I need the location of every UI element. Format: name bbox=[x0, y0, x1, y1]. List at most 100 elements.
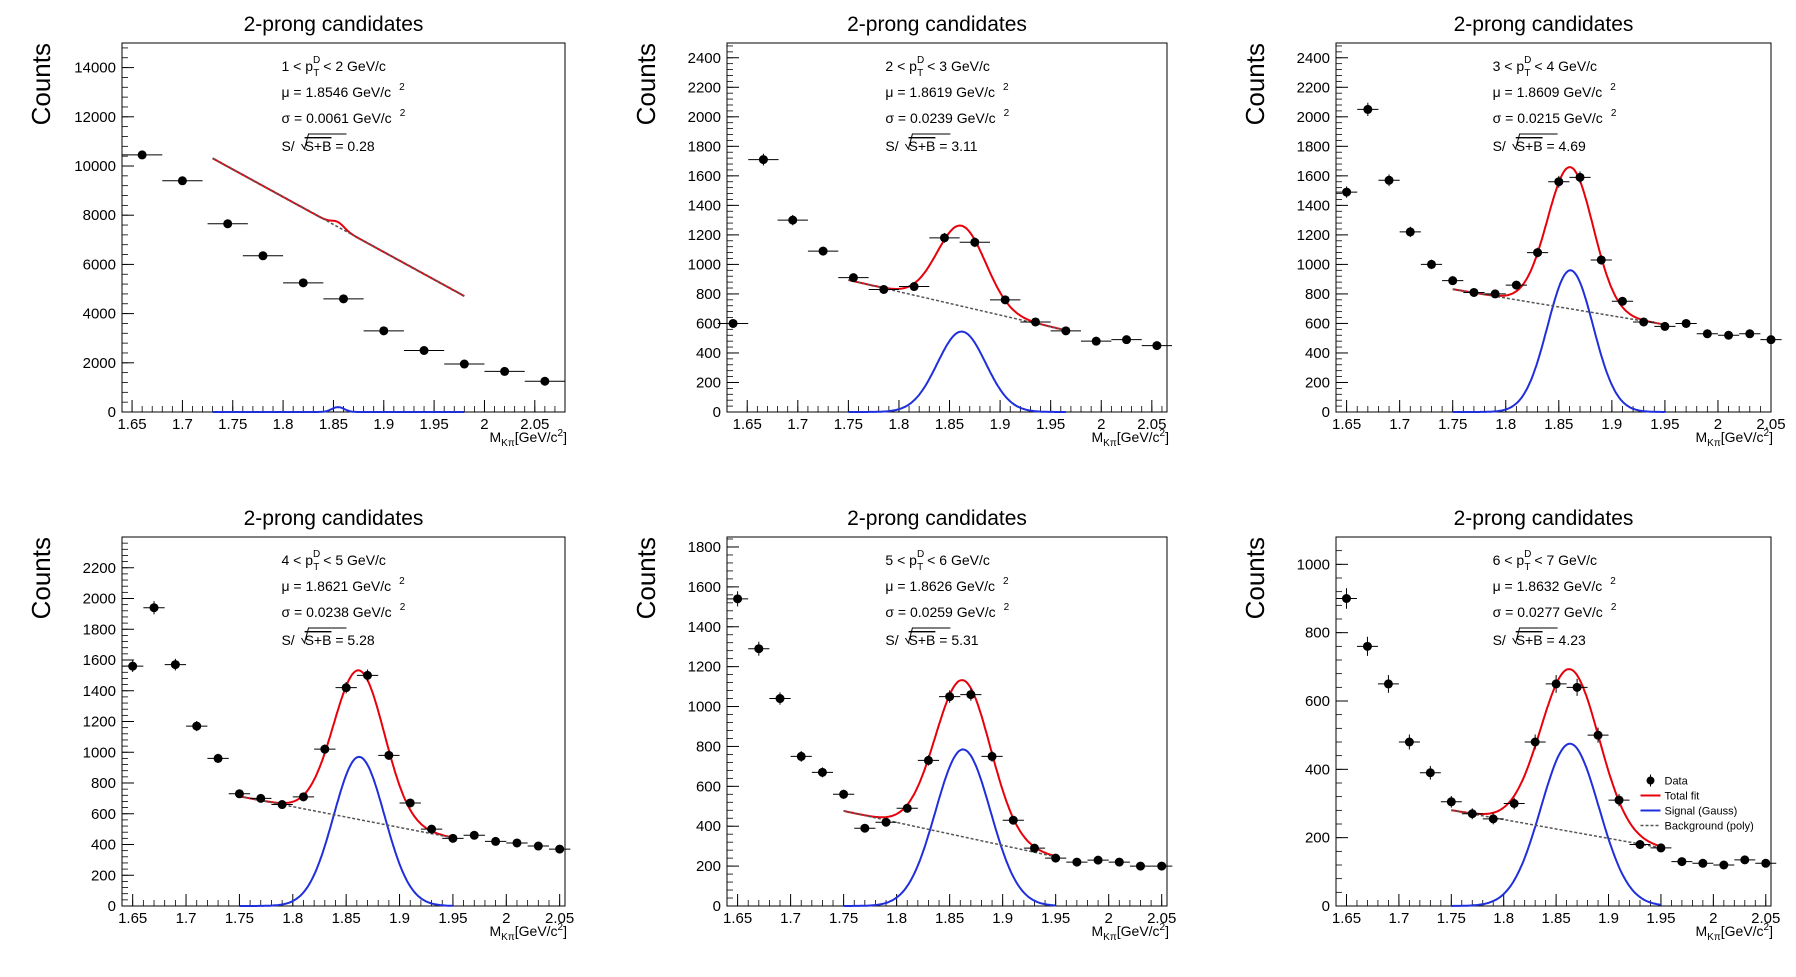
data-marker bbox=[1724, 330, 1734, 340]
data-marker bbox=[1635, 840, 1645, 849]
y-axis: 0 200 400 600 800 1000 1200 1400 1600 1800 2000 220… bbox=[83, 536, 134, 915]
mu-label: μ = 1.8609 GeV/c 2 bbox=[1493, 82, 1617, 100]
y-tick-label: 0 bbox=[108, 898, 116, 915]
data-point bbox=[898, 282, 930, 292]
data-point bbox=[1526, 247, 1549, 258]
data-marker bbox=[1488, 814, 1498, 824]
x-tick-label: 2.05 bbox=[545, 910, 574, 927]
panel-5: 2-prong candidates Counts 0 200 400 600 800 100… bbox=[631, 507, 1176, 943]
data-marker bbox=[1157, 861, 1167, 871]
x-tick-label: 1.8 bbox=[889, 416, 910, 433]
data-marker bbox=[1490, 289, 1500, 299]
x-tick-label: 1.8 bbox=[282, 910, 303, 927]
data-point bbox=[896, 803, 918, 813]
data-point bbox=[1734, 855, 1756, 865]
pt-range-label: 6 < pD T < 7 GeV/c bbox=[1493, 549, 1597, 573]
x-tick-label: 1.7 bbox=[1388, 910, 1409, 927]
data-marker bbox=[137, 150, 147, 160]
y-tick-label: 8000 bbox=[83, 207, 116, 224]
data-point bbox=[250, 793, 272, 803]
data-marker bbox=[419, 346, 429, 355]
data-marker bbox=[1448, 276, 1458, 286]
total-fit-curve bbox=[848, 224, 1067, 332]
y-tick-label: 1000 bbox=[83, 744, 116, 761]
data-marker bbox=[1061, 326, 1071, 336]
x-tick-label: 1.7 bbox=[172, 416, 193, 433]
data-marker bbox=[384, 750, 394, 760]
data-point bbox=[271, 800, 293, 810]
signal-gauss-curve bbox=[848, 330, 1066, 413]
y-tick-label: 1600 bbox=[688, 579, 721, 596]
plot-frame bbox=[1335, 42, 1772, 413]
data-marker bbox=[341, 683, 351, 693]
pt-range-label: 3 < pD T < 4 GeV/c bbox=[1493, 55, 1597, 79]
y-axis: 0 200 400 600 800 1000 bbox=[1297, 536, 1348, 915]
data-marker bbox=[320, 744, 330, 754]
data-point bbox=[1420, 259, 1443, 270]
data-point bbox=[868, 284, 899, 294]
plot-frame bbox=[726, 536, 1168, 907]
data-point bbox=[1484, 289, 1506, 299]
data-point bbox=[1611, 296, 1634, 306]
data-marker bbox=[128, 661, 138, 671]
data-point bbox=[1503, 797, 1525, 810]
x-tick-label: 1.7 bbox=[787, 416, 808, 433]
panel-1: 2-prong candidates Counts 0 2000 4000 6000 800… bbox=[26, 13, 567, 449]
data-point bbox=[548, 844, 571, 854]
data-marker bbox=[177, 176, 187, 186]
significance-label: S/ S+B = 5.28 bbox=[281, 632, 374, 648]
data-point bbox=[1141, 341, 1173, 351]
y-tick-label: 1200 bbox=[688, 227, 721, 244]
data-point bbox=[1087, 855, 1109, 865]
data-marker bbox=[1511, 280, 1521, 290]
panel-3: 2-prong candidates Counts 0 200 400 600 800 100… bbox=[1240, 13, 1786, 449]
data-marker bbox=[298, 792, 308, 802]
data-point bbox=[1440, 795, 1462, 808]
x-tick-label: 1.7 bbox=[1389, 416, 1410, 433]
data-marker bbox=[223, 219, 233, 229]
data-marker bbox=[277, 800, 287, 810]
data-point bbox=[283, 278, 324, 288]
pt-range-label: 2 < pD T < 3 GeV/c bbox=[885, 55, 989, 79]
y-tick-label: 6000 bbox=[83, 256, 116, 273]
y-axis-label: Counts bbox=[1240, 537, 1270, 619]
data-marker bbox=[817, 767, 827, 777]
y-tick-label: 2200 bbox=[1297, 79, 1330, 96]
data-marker bbox=[1593, 730, 1603, 740]
x-tick-label: 1.8 bbox=[886, 910, 907, 927]
signal-gauss-curve bbox=[1451, 742, 1662, 907]
data-marker bbox=[1745, 329, 1755, 339]
data-marker bbox=[469, 830, 479, 840]
data-point bbox=[1020, 317, 1051, 327]
y-tick-label: 1000 bbox=[688, 256, 721, 273]
y-tick-label: 0 bbox=[713, 898, 721, 915]
signal-gauss-curve bbox=[1452, 269, 1665, 413]
data-point bbox=[1760, 335, 1782, 345]
x-tick-label: 1.65 bbox=[117, 416, 146, 433]
x-tick-label: 1.95 bbox=[1041, 910, 1070, 927]
data-point bbox=[1629, 840, 1651, 849]
data-point bbox=[335, 681, 357, 694]
data-marker bbox=[1425, 768, 1435, 778]
x-tick-label: 1.85 bbox=[1544, 416, 1573, 433]
x-tick-label: 1.85 bbox=[332, 910, 361, 927]
y-tick-label: 2400 bbox=[688, 50, 721, 67]
x-tick-label: 1.85 bbox=[1542, 910, 1571, 927]
data-point bbox=[1419, 765, 1441, 780]
y-tick-label: 1400 bbox=[1297, 197, 1330, 214]
sqrt-sign bbox=[904, 133, 951, 151]
data-marker bbox=[1405, 227, 1415, 237]
y-tick-label: 2000 bbox=[688, 109, 721, 126]
plot-frame bbox=[1335, 536, 1772, 907]
background-poly-curve bbox=[239, 795, 454, 839]
y-tick-label: 800 bbox=[91, 775, 116, 792]
data-point bbox=[875, 817, 897, 827]
y-tick-label: 400 bbox=[696, 345, 721, 362]
data-marker bbox=[1135, 861, 1145, 871]
data-marker bbox=[902, 803, 912, 813]
x-axis-label: MKπ[GeV/c2] bbox=[1092, 922, 1170, 943]
x-axis: 1.65 1.7 1.75 1.8 1.85 1.9 1.95 2 2.05 bbox=[723, 894, 1176, 927]
y-tick-label: 1200 bbox=[688, 659, 721, 676]
chart-title: 2-prong candidates bbox=[1454, 507, 1634, 530]
